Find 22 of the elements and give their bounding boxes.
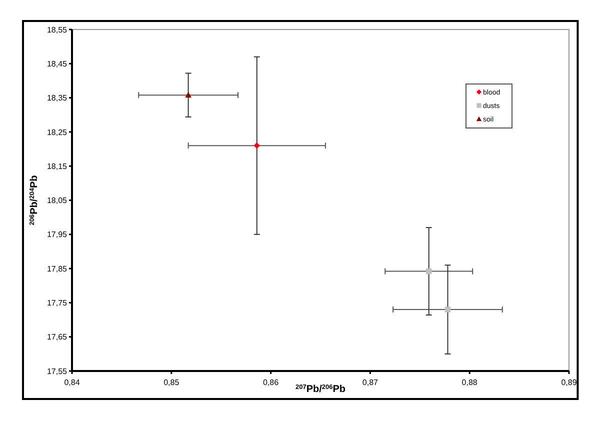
point xyxy=(426,268,432,274)
x-tick-label: 0,84 xyxy=(64,378,80,387)
y-tick-label: 17,65 xyxy=(46,332,68,342)
x-tick-label: 0,87 xyxy=(362,378,379,387)
point xyxy=(444,306,451,312)
y-tick-label: 18,45 xyxy=(46,59,68,68)
y-tick-label: 18,55 xyxy=(46,25,68,34)
x-tick-label: 0,88 xyxy=(462,378,478,387)
x-tick-label: 0,86 xyxy=(263,378,280,387)
y-tick-label: 18,25 xyxy=(46,128,68,137)
y-tick-label: 17,75 xyxy=(46,298,68,308)
y-tick-label: 17,85 xyxy=(46,264,68,274)
y-tick-label: 18,05 xyxy=(46,196,68,206)
point xyxy=(254,142,260,149)
x-axis-title: $^{207}$Pb/$^{206}$Pb xyxy=(295,384,346,395)
y-tick-label: 17,95 xyxy=(46,230,68,240)
point xyxy=(185,92,192,98)
y-tick-label: 18,15 xyxy=(46,162,68,171)
y-tick-label: 17,55 xyxy=(46,366,68,376)
x-tick-label: 0,89 xyxy=(561,378,578,387)
y-tick-label: 18,35 xyxy=(46,94,68,103)
x-tick-label: 0,85 xyxy=(164,378,180,387)
